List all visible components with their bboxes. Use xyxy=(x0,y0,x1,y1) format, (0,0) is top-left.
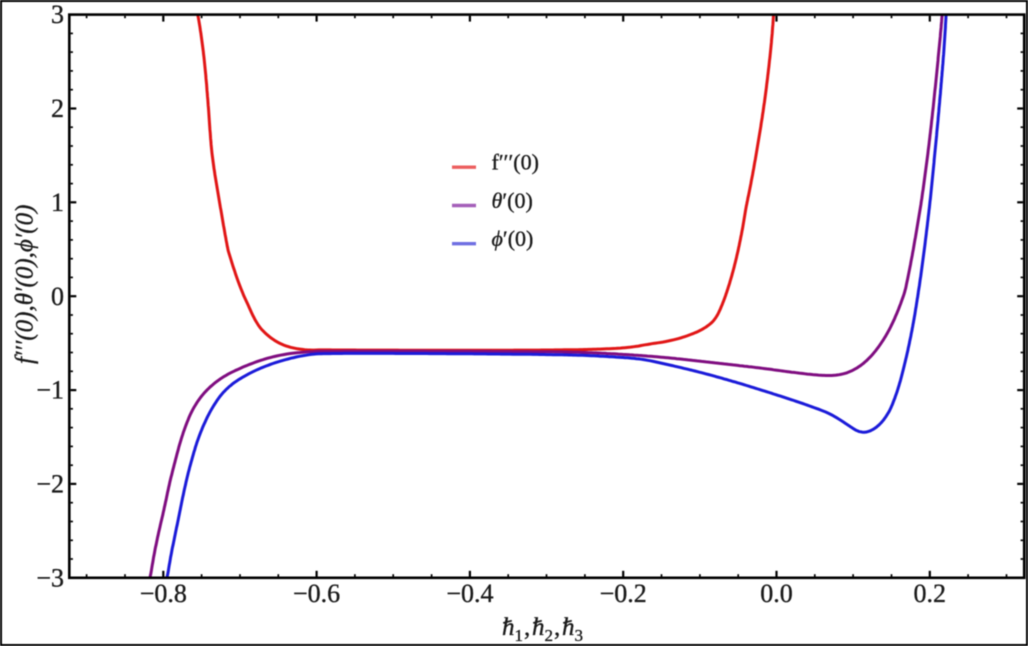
svg-text:−1: −1 xyxy=(36,376,64,405)
svg-text:h: h xyxy=(532,614,545,641)
svg-text:2: 2 xyxy=(51,94,64,123)
svg-text:0.0: 0.0 xyxy=(760,579,793,608)
svg-text:f′′′(0): f′′′(0) xyxy=(492,150,539,175)
svg-text:h: h xyxy=(562,614,575,641)
svg-text:−0.8: −0.8 xyxy=(140,579,187,608)
svg-text:1: 1 xyxy=(515,626,524,645)
svg-text:,: , xyxy=(524,614,530,641)
svg-text:−0.2: −0.2 xyxy=(600,579,647,608)
svg-text:−2: −2 xyxy=(36,470,64,499)
svg-text:−0.6: −0.6 xyxy=(293,579,340,608)
svg-text:0.2: 0.2 xyxy=(914,579,947,608)
svg-text:f′′′(0),θ′(0),ϕ′(0): f′′′(0),θ′(0),ϕ′(0) xyxy=(12,205,39,364)
svg-text:ϕ′(0): ϕ′(0) xyxy=(492,226,534,251)
svg-text:h: h xyxy=(502,614,515,641)
svg-text:0: 0 xyxy=(51,282,64,311)
svg-text:θ′(0): θ′(0) xyxy=(492,188,533,213)
svg-text:3: 3 xyxy=(575,626,584,645)
svg-text:2: 2 xyxy=(545,626,554,645)
svg-text:,: , xyxy=(554,614,560,641)
svg-text:1: 1 xyxy=(51,188,64,217)
svg-text:−3: −3 xyxy=(36,563,64,592)
svg-text:−0.4: −0.4 xyxy=(446,579,493,608)
svg-text:3: 3 xyxy=(51,0,64,29)
